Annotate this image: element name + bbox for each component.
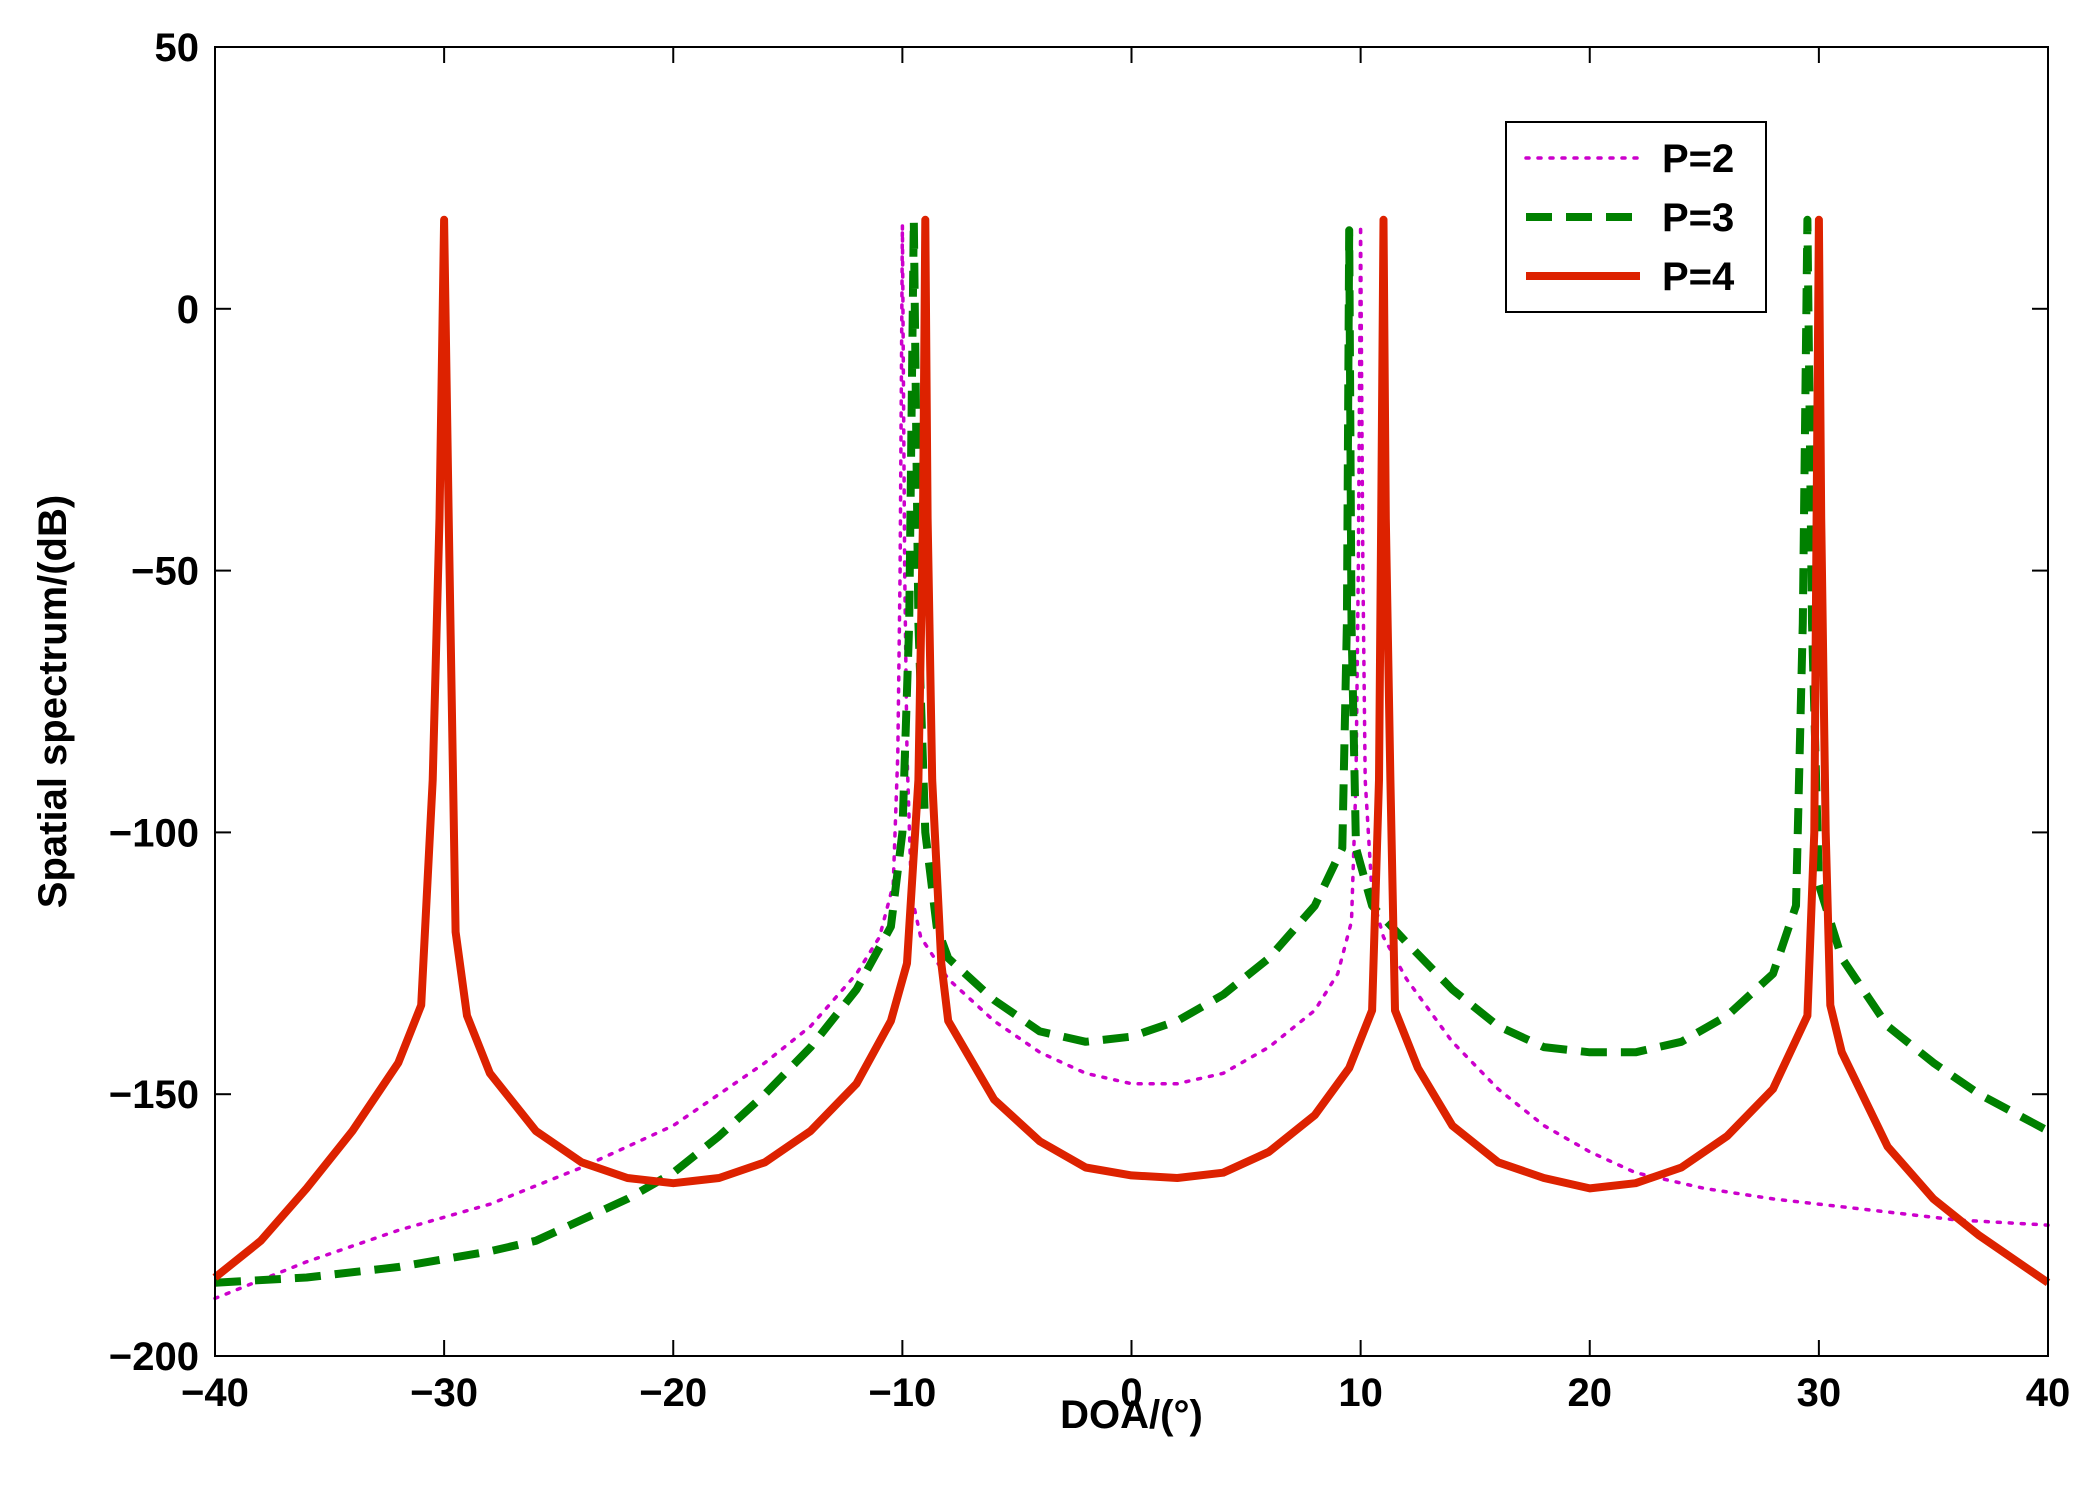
x-tick-label: −10: [868, 1371, 936, 1415]
series-line-p3: [214, 215, 2050, 1287]
series-line-p2: [213, 223, 2050, 1301]
y-axis-label: Spatial spectrum/(dB): [31, 495, 75, 908]
y-tick-label: −50: [131, 550, 199, 594]
x-tick-label: −20: [639, 1371, 707, 1415]
x-axis-label: DOA/(°): [1060, 1393, 1203, 1437]
legend-label-p4: P=4: [1662, 255, 1735, 299]
series-layer: [212, 215, 2051, 1301]
series-line-p4: [212, 215, 2051, 1286]
x-tick-label: 20: [1568, 1371, 1613, 1415]
legend-label-p2: P=2: [1662, 137, 1734, 181]
x-tick-label: 30: [1797, 1371, 1842, 1415]
x-tick-label: −40: [181, 1371, 249, 1415]
legend-label-p3: P=3: [1662, 196, 1734, 240]
y-tick-label: 0: [177, 288, 199, 332]
x-tick-label: 10: [1338, 1371, 1383, 1415]
y-tick-label: −200: [109, 1335, 199, 1379]
y-tick-label: 50: [155, 26, 200, 70]
x-tick-label: 40: [2026, 1371, 2071, 1415]
x-tick-label: −30: [410, 1371, 478, 1415]
legend: P=2 P=3 P=4: [1505, 121, 1767, 313]
x-tick-label: 0: [1120, 1371, 1142, 1415]
y-tick-label: −100: [109, 811, 199, 855]
y-tick-label: −150: [109, 1073, 199, 1117]
